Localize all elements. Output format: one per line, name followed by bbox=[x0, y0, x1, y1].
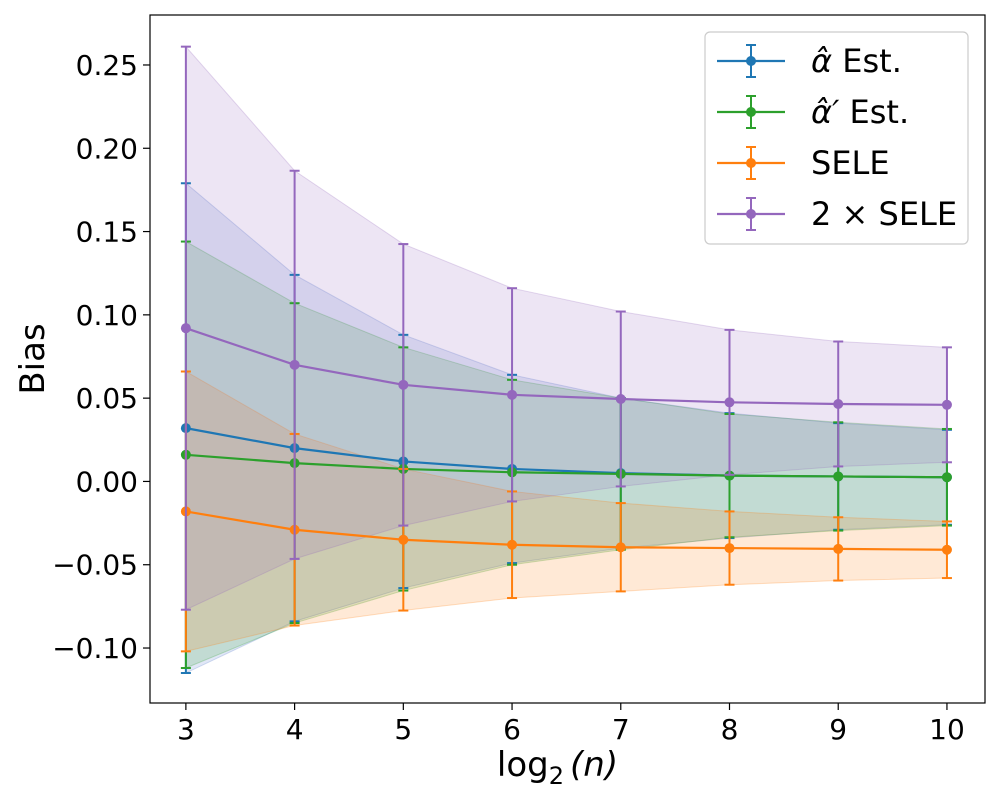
y-tick-label: 0.05 bbox=[76, 382, 138, 415]
series-line bbox=[185, 327, 947, 406]
legend-symbol: α̂ bbox=[811, 42, 832, 80]
legend-box bbox=[704, 31, 969, 245]
series-3 bbox=[180, 45, 952, 611]
legend-text: 2 × SELE bbox=[811, 195, 957, 233]
data-point bbox=[180, 323, 191, 334]
legend-label: SELE bbox=[811, 144, 890, 182]
data-point bbox=[724, 543, 735, 554]
legend-marker bbox=[746, 158, 756, 168]
y-tick-label: 0.10 bbox=[76, 299, 138, 332]
y-axis-label: Bias bbox=[13, 323, 53, 394]
legend-entry-1: α̂′ Est. bbox=[717, 93, 909, 131]
data-point bbox=[833, 471, 844, 482]
legend-marker bbox=[746, 107, 756, 117]
series-line bbox=[185, 510, 947, 551]
data-point bbox=[724, 397, 735, 408]
y-tick-label: −0.05 bbox=[52, 549, 138, 582]
y-tick-label: 0.25 bbox=[76, 49, 138, 82]
x-tick-label: 3 bbox=[177, 713, 195, 746]
data-point bbox=[507, 389, 518, 400]
y-tick-label: 0.00 bbox=[76, 465, 138, 498]
y-tick-label: 0.15 bbox=[76, 216, 138, 249]
series-line bbox=[185, 453, 947, 479]
confidence-bands bbox=[185, 45, 948, 674]
legend-label: 2 × SELE bbox=[811, 195, 957, 233]
x-tick-label: 7 bbox=[612, 713, 630, 746]
data-point bbox=[615, 542, 626, 553]
x-tick-label: 8 bbox=[721, 713, 739, 746]
legend-marker bbox=[746, 56, 756, 66]
data-point bbox=[833, 543, 844, 554]
legend-marker bbox=[746, 209, 756, 219]
legend-label: α̂′ Est. bbox=[811, 93, 909, 131]
x-tick-label: 9 bbox=[829, 713, 847, 746]
legend-entry-2: SELE bbox=[717, 144, 890, 182]
legend-text: SELE bbox=[811, 144, 890, 182]
legend-text: Est. bbox=[832, 42, 902, 80]
x-tick-label: 5 bbox=[394, 713, 412, 746]
data-point bbox=[615, 393, 626, 404]
series-layer bbox=[180, 45, 952, 675]
x-axis-label: log2 (n) bbox=[497, 745, 618, 790]
legend-symbol: α̂′ bbox=[811, 93, 840, 131]
legend-entry-0: α̂ Est. bbox=[717, 42, 902, 80]
legend-entry-3: 2 × SELE bbox=[717, 195, 957, 233]
plot-frame bbox=[149, 14, 986, 704]
y-tick-label: 0.20 bbox=[76, 132, 138, 165]
x-tick-label: 10 bbox=[929, 713, 965, 746]
data-point bbox=[833, 398, 844, 409]
x-axis-label-subscript: 2 bbox=[549, 762, 564, 790]
data-point bbox=[507, 539, 518, 550]
x-axis: 3 4 5 6 7 8 9 10 bbox=[177, 703, 965, 746]
data-point bbox=[398, 379, 409, 390]
x-axis-label-main: log bbox=[497, 745, 549, 785]
y-axis: −0.10 −0.05 0.00 0.05 0.10 0.15 0.20 0.25 bbox=[52, 49, 150, 665]
data-point bbox=[941, 544, 952, 555]
data-point bbox=[941, 472, 952, 483]
data-point bbox=[941, 399, 952, 410]
legend-label: α̂ Est. bbox=[811, 42, 902, 80]
x-tick-label: 4 bbox=[286, 713, 304, 746]
legend-text: Est. bbox=[839, 93, 909, 131]
x-axis-label-arg: (n) bbox=[570, 745, 618, 785]
data-point bbox=[398, 534, 409, 545]
y-tick-label: −0.10 bbox=[52, 632, 138, 665]
x-tick-label: 6 bbox=[503, 713, 521, 746]
data-point bbox=[289, 359, 300, 370]
